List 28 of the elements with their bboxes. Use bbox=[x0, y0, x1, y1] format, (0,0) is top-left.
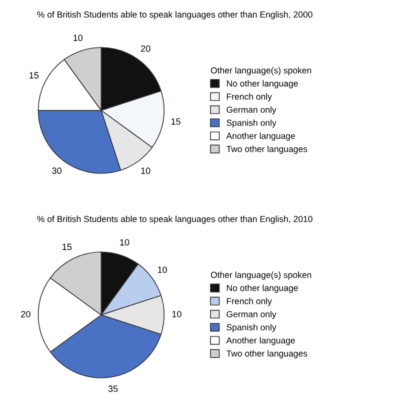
data-label: 10 bbox=[120, 239, 130, 246]
data-label: 15 bbox=[30, 72, 39, 79]
legend-label: Another language bbox=[226, 132, 295, 141]
chart-title: % of British Students able to speak languages other than English, 2010 bbox=[37, 216, 312, 224]
data-label: 20 bbox=[21, 310, 30, 318]
data-label: 35 bbox=[108, 386, 118, 392]
legend-label: Two other languages bbox=[226, 146, 308, 154]
data-label: 15 bbox=[62, 244, 72, 250]
legend-title: Other language(s) spoken bbox=[210, 272, 312, 280]
data-label: 10 bbox=[74, 34, 83, 42]
data-label: 10 bbox=[158, 266, 167, 273]
legend-label: No other language bbox=[226, 80, 298, 88]
data-label: 20 bbox=[141, 45, 150, 52]
legend-label: No other language bbox=[226, 284, 298, 293]
legend-label: German only bbox=[226, 310, 276, 320]
chart-title: % of British Students able to speak languages other than English, 2000 bbox=[37, 11, 312, 20]
legend-label: German only bbox=[226, 106, 276, 115]
data-label: 30 bbox=[52, 168, 62, 174]
legend-label: Spanish only bbox=[226, 119, 276, 128]
data-label: 10 bbox=[141, 168, 150, 174]
legend-label: Another language bbox=[226, 337, 295, 346]
legend-label: French only bbox=[226, 93, 272, 102]
legend-label: Two other languages bbox=[226, 350, 308, 358]
legend-label: French only bbox=[226, 298, 272, 306]
legend-title: Other language(s) spoken bbox=[210, 67, 312, 76]
data-label: 10 bbox=[172, 310, 182, 318]
legend-label: Spanish only bbox=[226, 324, 276, 332]
data-label: 15 bbox=[171, 118, 180, 125]
